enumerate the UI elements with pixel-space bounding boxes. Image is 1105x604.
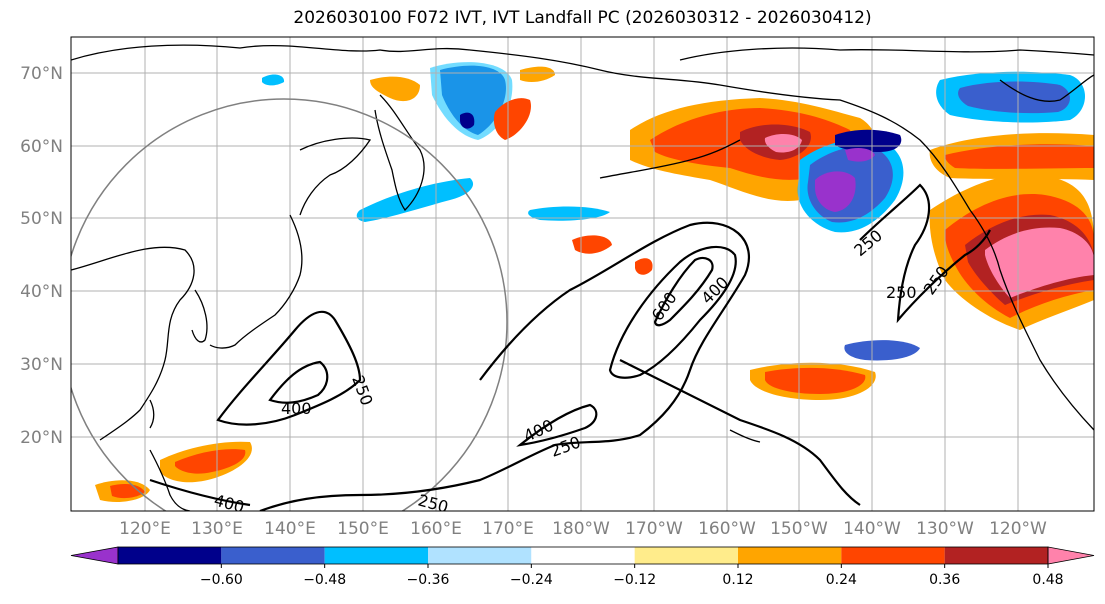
colorbar-extend-min xyxy=(70,546,119,565)
colorbar-segment xyxy=(531,547,635,564)
shade-blue-bits-1 xyxy=(844,340,920,361)
coast-philippines xyxy=(149,449,191,511)
shade-royalblue-ne-canada xyxy=(958,81,1070,114)
lon-label: 170°E xyxy=(482,519,534,539)
contour-ivt-400-philippines xyxy=(149,478,251,507)
colorbar: −0.60 −0.48 −0.36 −0.24 −0.12 0.12 0.24 0.36 0.4… xyxy=(70,546,1095,588)
coast-canada-north xyxy=(679,47,1094,61)
contour-label: 400 xyxy=(212,491,246,517)
lat-label: 40°N xyxy=(20,282,63,302)
colorbar-frame xyxy=(117,546,1049,565)
contour-ivt-400-south xyxy=(516,403,598,447)
contour-ivt-250-south-east xyxy=(619,359,861,506)
colorbar-tick-label: −0.48 xyxy=(303,572,346,588)
shade-blue-kuril xyxy=(356,178,474,222)
shade-orange-bits-4 xyxy=(572,235,612,254)
lon-label: 180°W xyxy=(552,519,610,539)
lon-label: 160°E xyxy=(410,519,462,539)
colorbar-tick-label: 0.48 xyxy=(1032,572,1063,588)
shade-pink-gulf-alaska xyxy=(764,134,802,153)
coast-china xyxy=(71,246,195,441)
coastlines xyxy=(71,44,1094,511)
coast-asia-north xyxy=(71,44,471,61)
lat-label: 60°N xyxy=(20,137,63,157)
contour-ivt-250-east xyxy=(859,183,991,324)
lat-label: 30°N xyxy=(20,355,63,375)
lon-label: 120°E xyxy=(119,519,171,539)
lon-label: 170°W xyxy=(625,519,683,539)
shade-orange-bits-1 xyxy=(493,98,531,140)
coast-alaska xyxy=(469,49,1094,431)
shade-red-philippines xyxy=(175,449,246,474)
shade-pink-west-coast xyxy=(985,227,1094,298)
colorbar-extend-max xyxy=(1047,546,1095,565)
lon-label: 140°E xyxy=(264,519,316,539)
colorbar-tick-label: 0.36 xyxy=(929,572,960,588)
coast-okhotsk xyxy=(299,137,372,216)
lon-label: 130°W xyxy=(916,519,974,539)
contour-ivt-400-west xyxy=(268,360,329,404)
lon-label: 130°E xyxy=(191,519,243,539)
lat-label: 70°N xyxy=(20,64,63,84)
colorbar-tick-label: 0.24 xyxy=(826,572,857,588)
shade-orange-bits-6 xyxy=(635,258,653,275)
colorbar-segment xyxy=(324,547,428,564)
colorbar-segment xyxy=(944,547,1048,564)
colorbar-tick-label: −0.36 xyxy=(407,572,450,588)
contour-ivt-400-central xyxy=(608,245,737,379)
contour-label: 250 xyxy=(416,491,450,517)
ivt-contours xyxy=(149,183,991,511)
map-title: 2026030100 F072 IVT, IVT Landfall PC (20… xyxy=(293,8,872,28)
colorbar-segment xyxy=(221,547,325,564)
shade-navy-alaska-low xyxy=(835,129,902,152)
shade-navy-bering xyxy=(460,112,475,129)
lon-label: 140°W xyxy=(843,519,901,539)
colorbar-segment xyxy=(118,547,222,564)
shade-blue-bits-3 xyxy=(262,74,285,86)
lat-label: 50°N xyxy=(20,209,63,229)
landfall-region-circle xyxy=(71,98,508,511)
shade-lightblue-bering xyxy=(430,62,513,140)
lat-label: 20°N xyxy=(20,428,63,448)
coast-aleutians xyxy=(599,139,741,179)
longitude-labels: 120°E 130°E 140°E 150°E 160°E 170°E 180°… xyxy=(119,519,1047,539)
coast-taiwan xyxy=(149,399,155,429)
coast-kamchatka xyxy=(374,94,425,212)
lon-label: 120°W xyxy=(989,519,1047,539)
contour-label: 250 xyxy=(886,283,917,302)
colorbar-tick-label: 0.12 xyxy=(722,572,753,588)
lon-label: 160°W xyxy=(698,519,756,539)
colorbar-tick-label: −0.12 xyxy=(613,572,656,588)
shade-red-canada xyxy=(944,144,1094,169)
contour-ivt-600-central xyxy=(653,256,714,327)
colorbar-tick-label: −0.60 xyxy=(200,572,243,588)
shade-red-bits-5 xyxy=(765,367,866,394)
map-panel: 400 250 400 250 600 400 250 250 250 400 … xyxy=(71,37,1094,517)
colorbar-segment xyxy=(841,547,945,564)
lon-label: 150°W xyxy=(770,519,828,539)
coast-hudson xyxy=(999,74,1094,102)
shade-orange-bits-3 xyxy=(370,76,420,102)
map-frame xyxy=(70,36,1095,512)
coast-korea xyxy=(191,289,208,343)
contour-ivt-250-central xyxy=(259,221,751,511)
shade-orange-bits-2 xyxy=(520,66,555,83)
shade-blue-bits-2 xyxy=(528,206,610,221)
colorbar-tick-label: −0.24 xyxy=(510,572,553,588)
colorbar-segment xyxy=(634,547,738,564)
latitude-labels: 70°N 60°N 50°N 40°N 30°N 20°N xyxy=(20,64,63,448)
shade-purple-alaska-low-2 xyxy=(845,147,875,162)
coast-japan xyxy=(209,214,303,349)
colorbar-segment xyxy=(428,547,532,564)
colorbar-segment xyxy=(738,547,842,564)
contour-label: 400 xyxy=(281,399,312,418)
contour-ivt-250-west xyxy=(216,310,362,426)
shade-purple-alaska-low xyxy=(815,171,856,212)
shade-red-philippines-2 xyxy=(110,484,145,499)
coast-hawaii xyxy=(729,429,761,443)
lon-label: 150°E xyxy=(337,519,389,539)
